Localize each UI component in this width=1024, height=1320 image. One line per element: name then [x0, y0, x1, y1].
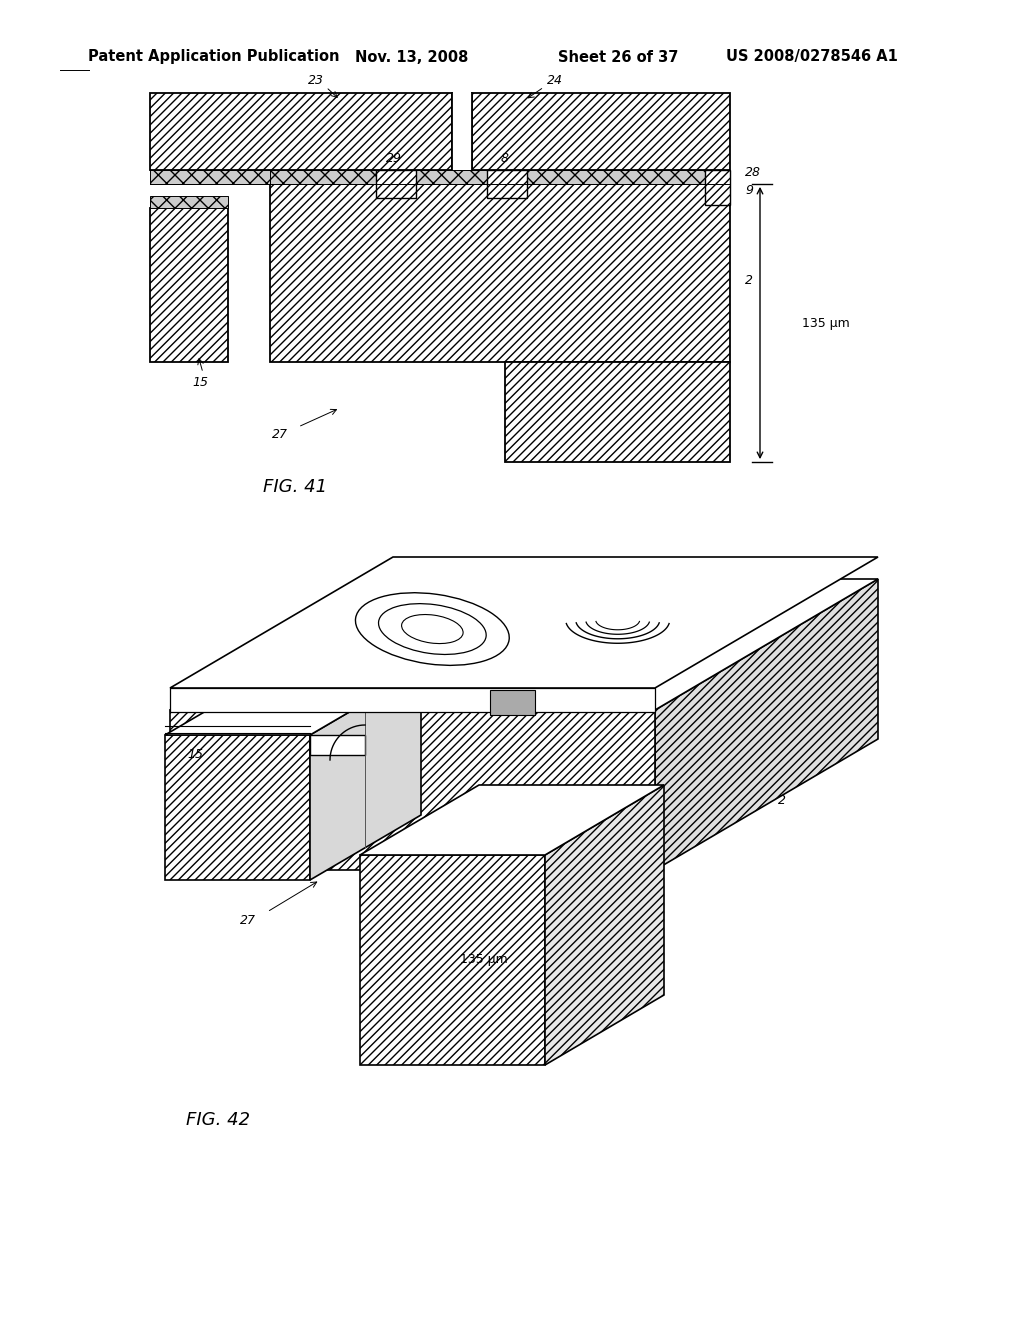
Bar	[170, 710, 655, 870]
Bar	[705, 170, 730, 205]
Text: 8: 8	[499, 136, 507, 149]
Text: 23: 23	[302, 71, 318, 84]
Polygon shape	[655, 579, 878, 870]
Bar	[130, 189, 222, 205]
Polygon shape	[360, 785, 664, 855]
Text: 2: 2	[745, 273, 753, 286]
Bar	[270, 170, 730, 183]
Text: 27: 27	[272, 429, 288, 441]
Text: 23: 23	[308, 74, 324, 87]
Text: 135 μm: 135 μm	[802, 317, 850, 330]
Ellipse shape	[401, 615, 463, 644]
Bar	[170, 688, 655, 711]
Text: Sheet 26 of 37: Sheet 26 of 37	[558, 49, 678, 65]
Text: 24: 24	[539, 71, 555, 84]
Text: Nov. 13, 2008: Nov. 13, 2008	[355, 49, 468, 65]
Bar	[487, 170, 527, 198]
Text: 8: 8	[501, 152, 509, 165]
Text: FIG. 42: FIG. 42	[186, 1111, 250, 1129]
Bar	[490, 690, 535, 715]
Bar	[130, 90, 456, 154]
Text: 135 μm: 135 μm	[781, 315, 828, 329]
Text: 9: 9	[745, 185, 753, 198]
Text: FIG. 41: FIG. 41	[278, 483, 342, 502]
Text: 9: 9	[748, 176, 756, 189]
Text: 15: 15	[193, 375, 208, 388]
Text: 15: 15	[187, 748, 203, 762]
Bar	[150, 92, 452, 170]
Text: 29: 29	[380, 136, 396, 149]
Bar	[130, 162, 740, 181]
Polygon shape	[170, 557, 878, 688]
Bar	[165, 735, 310, 880]
Text: FIG. 41: FIG. 41	[263, 478, 327, 496]
Text: 25: 25	[710, 619, 726, 631]
Bar	[474, 90, 740, 154]
Bar	[360, 855, 545, 1065]
Text: 15: 15	[172, 384, 188, 396]
Bar	[456, 90, 474, 154]
Bar	[376, 170, 416, 198]
Bar	[130, 205, 222, 370]
Text: 27: 27	[240, 913, 256, 927]
Text: 24: 24	[742, 597, 758, 610]
Bar	[90, 70, 990, 500]
Bar	[270, 183, 730, 362]
Text: 2: 2	[778, 793, 786, 807]
Polygon shape	[310, 671, 421, 880]
Text: 2: 2	[748, 264, 756, 276]
Text: 28: 28	[744, 157, 760, 169]
Polygon shape	[165, 671, 421, 735]
Bar	[718, 154, 740, 191]
Polygon shape	[545, 785, 664, 1065]
Text: 27: 27	[287, 429, 303, 441]
Text: 28: 28	[745, 166, 761, 180]
Bar	[150, 195, 228, 209]
Bar	[505, 362, 730, 462]
Polygon shape	[170, 579, 878, 710]
Bar	[370, 154, 408, 185]
Ellipse shape	[379, 603, 486, 655]
Bar	[452, 92, 472, 170]
Text: Patent Application Publication: Patent Application Publication	[88, 49, 340, 65]
Text: US 2008/0278546 A1: US 2008/0278546 A1	[726, 49, 898, 65]
Bar	[150, 209, 228, 362]
Text: 24: 24	[547, 74, 563, 87]
Bar	[265, 181, 740, 370]
Text: 18: 18	[317, 693, 333, 706]
Ellipse shape	[355, 593, 509, 665]
Bar	[472, 92, 730, 170]
Bar	[150, 170, 270, 183]
Bar	[500, 370, 740, 465]
Bar	[710, 154, 740, 185]
Bar	[485, 154, 523, 185]
Text: 26: 26	[590, 626, 606, 639]
Bar	[265, 165, 740, 181]
Text: 135 μm: 135 μm	[460, 953, 508, 966]
Bar	[310, 735, 365, 755]
Text: 22: 22	[730, 634, 746, 647]
Text: 29: 29	[386, 152, 402, 165]
